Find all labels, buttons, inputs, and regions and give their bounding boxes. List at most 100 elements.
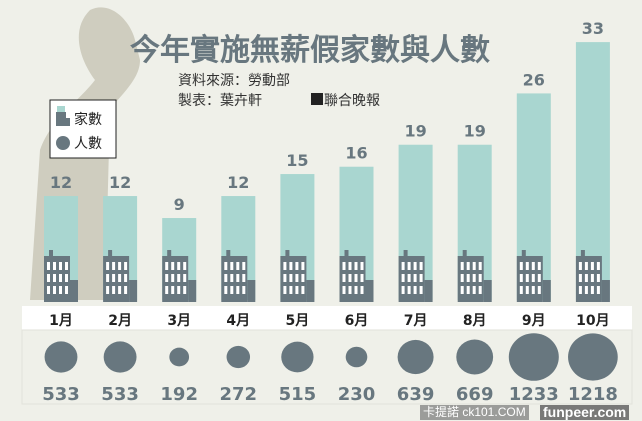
building-window (590, 274, 594, 282)
people-value-label: 230 (338, 384, 376, 405)
bar-value-label: 12 (109, 173, 131, 192)
building-icon (424, 280, 433, 302)
building-window (578, 274, 582, 282)
building-window (407, 262, 411, 270)
people-value-label: 1218 (568, 384, 618, 405)
building-icon (365, 280, 374, 302)
people-circle (568, 333, 618, 381)
building-window (419, 262, 423, 270)
building-window (295, 274, 299, 282)
legend: 家數 人數 (49, 99, 117, 159)
building-window (472, 262, 476, 270)
bar-value-label: 15 (286, 151, 308, 170)
building-window (531, 286, 535, 294)
building-window (47, 262, 50, 270)
building-window (413, 286, 417, 294)
building-window (348, 274, 352, 282)
building-window (596, 286, 600, 294)
building-icon (129, 280, 138, 302)
building-icon (188, 280, 197, 302)
building-window (106, 286, 110, 294)
building-window (596, 262, 600, 270)
publisher-logo-icon (311, 93, 323, 105)
month-label: 7月 (404, 313, 428, 329)
building-window (360, 286, 364, 294)
building-window (224, 286, 228, 294)
month-label: 5月 (286, 313, 310, 329)
building-window (171, 274, 175, 282)
building-window (177, 262, 181, 270)
building-window (519, 262, 523, 270)
month-label: 1月 (49, 313, 73, 329)
building-window (525, 262, 529, 270)
building-window (118, 274, 122, 282)
building-window (124, 262, 128, 270)
building-window (236, 286, 240, 294)
month-strip (22, 306, 632, 330)
month-label: 2月 (108, 313, 132, 329)
bar-value-label: 26 (523, 70, 545, 89)
building-window (106, 274, 110, 282)
people-circle (508, 333, 559, 381)
building-window (295, 262, 299, 270)
building-window (283, 286, 287, 294)
building-window (242, 274, 246, 282)
building-window (584, 274, 588, 282)
building-window (53, 286, 56, 294)
building-window (118, 286, 122, 294)
building-window (342, 286, 346, 294)
building-window (53, 274, 56, 282)
building-icon (70, 280, 78, 302)
building-window (165, 286, 169, 294)
month-label: 8月 (463, 313, 487, 329)
building-icon (542, 280, 551, 302)
building-window (47, 274, 50, 282)
building-window (360, 274, 364, 282)
people-value-label: 639 (397, 384, 435, 405)
building-window (354, 274, 358, 282)
watermark-ck101: 卡提諾 ck101.COM (420, 405, 529, 420)
building-window (289, 286, 293, 294)
building-window (59, 274, 62, 282)
building-window (537, 262, 541, 270)
building-window (183, 286, 187, 294)
building-window (525, 274, 529, 282)
building-window (124, 286, 128, 294)
building-icon (285, 250, 290, 256)
bar-value-label: 19 (464, 122, 486, 141)
building-window (348, 262, 352, 270)
building-icon (108, 250, 113, 256)
building-window (112, 286, 116, 294)
building-window (53, 262, 56, 270)
month-label: 10月 (576, 313, 609, 329)
building-window (413, 262, 417, 270)
building-window (171, 286, 175, 294)
people-value-label: 515 (279, 384, 317, 405)
building-window (106, 262, 110, 270)
building-icon (226, 250, 231, 256)
building-window (59, 262, 62, 270)
building-window (65, 274, 68, 282)
month-label: 9月 (522, 313, 546, 329)
building-window (236, 262, 240, 270)
building-window (112, 274, 116, 282)
building-window (407, 286, 411, 294)
building-window (478, 262, 482, 270)
building-icon (580, 250, 585, 256)
bar-value-label: 33 (582, 19, 604, 38)
building-window (342, 262, 346, 270)
building-window (401, 286, 405, 294)
building-window (183, 262, 187, 270)
building-icon (344, 250, 349, 256)
building-window (301, 274, 305, 282)
building-icon (601, 280, 610, 302)
building-icon (306, 280, 315, 302)
building-window (236, 274, 240, 282)
people-circle (44, 341, 78, 373)
building-window (171, 262, 175, 270)
building-icon (49, 250, 53, 256)
bar-value-label: 16 (345, 144, 367, 163)
building-window (460, 274, 464, 282)
building-window (295, 286, 299, 294)
building-window (584, 286, 588, 294)
